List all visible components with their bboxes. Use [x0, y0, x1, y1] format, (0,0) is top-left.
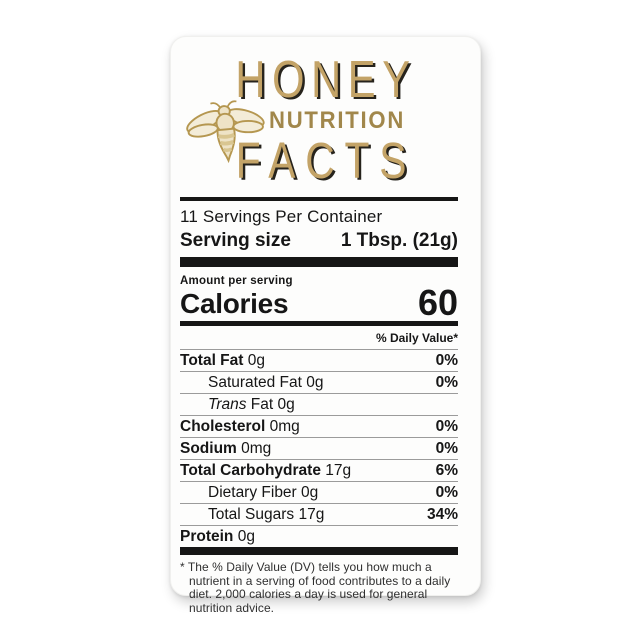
nutrient-name: Sodium 0mg — [180, 440, 272, 457]
nutrient-row: Dietary Fiber 0g 0% — [180, 481, 458, 503]
serving-size-label: Serving size — [180, 230, 291, 251]
nutrient-rows: Total Fat 0g 0% Saturated Fat 0g 0% Trans Fa… — [180, 350, 458, 547]
daily-value-header: % Daily Value* — [180, 326, 458, 350]
divider-bar-thin — [180, 197, 458, 201]
nutrient-daily-value: 0% — [435, 352, 458, 369]
nutrient-row: Total Sugars 17g 34% — [180, 503, 458, 525]
nutrient-name: Dietary Fiber 0g — [208, 484, 319, 501]
nutrient-daily-value: 0% — [435, 418, 458, 435]
nutrient-name: Total Carbohydrate 17g — [180, 462, 352, 479]
nutrient-name: Cholesterol 0mg — [180, 418, 300, 435]
divider-bar-bottom — [180, 547, 458, 555]
title-nutrition: NUTRITION — [268, 107, 406, 134]
nutrient-row: Protein 0g — [180, 525, 458, 547]
nutrient-row: Total Carbohydrate 17g 6% — [180, 459, 458, 481]
label-header: HONEY NUTRITION FACTS — [180, 37, 458, 189]
nutrient-daily-value: 0% — [435, 440, 458, 457]
title-honey: HONEY — [235, 51, 417, 109]
header-lockup: HONEY NUTRITION FACTS — [180, 51, 458, 189]
nutrient-row: Sodium 0mg 0% — [180, 437, 458, 459]
divider-bar-medium — [180, 321, 458, 326]
nutrient-daily-value: 0% — [435, 484, 458, 501]
servings-per-container: 11 Servings Per Container — [180, 207, 383, 226]
amount-per-serving-label: Amount per serving — [180, 275, 293, 287]
divider-bar-thick — [180, 257, 458, 267]
calories-row: Calories 60 — [180, 282, 458, 323]
nutrient-daily-value: 34% — [426, 506, 458, 523]
serving-size-value: 1 Tbsp. (21g) — [340, 230, 458, 251]
nutrient-name: Total Sugars 17g — [208, 506, 325, 523]
calories-label: Calories — [180, 288, 289, 319]
daily-value-footnote: * The % Daily Value (DV) tells you how m… — [180, 560, 451, 615]
nutrient-name: Protein 0g — [180, 528, 255, 545]
nutrient-name: Saturated Fat 0g — [208, 374, 324, 391]
title-facts: FACTS — [235, 132, 417, 189]
nutrient-daily-value: 6% — [435, 462, 458, 479]
calories-value: 60 — [417, 282, 458, 323]
serving-size-row: Serving size 1 Tbsp. (21g) — [180, 230, 458, 252]
nutrient-row: Total Fat 0g 0% — [180, 350, 458, 371]
honey-nutrition-label: HONEY NUTRITION FACTS 11 Servings Per Co… — [170, 36, 481, 614]
nutrient-name: Total Fat 0g — [180, 352, 265, 369]
nutrient-row: Cholesterol 0mg 0% — [180, 415, 458, 437]
bee-icon — [182, 99, 270, 170]
nutrient-row: Trans Fat 0g — [180, 393, 458, 415]
nutrient-row: Saturated Fat 0g 0% — [180, 371, 458, 393]
nutrient-daily-value: 0% — [435, 374, 458, 391]
nutrient-name: Trans Fat 0g — [208, 396, 295, 413]
